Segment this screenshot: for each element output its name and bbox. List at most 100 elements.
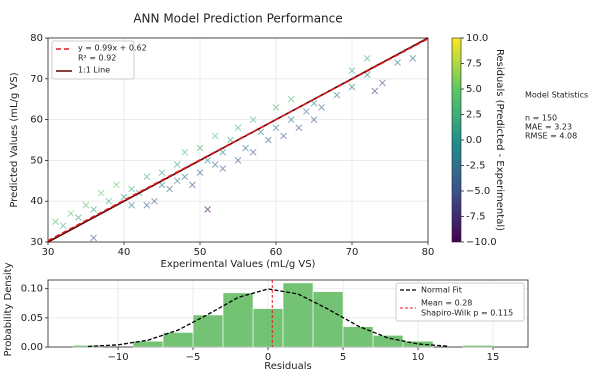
x-tick-label: −5 (186, 352, 201, 363)
scatter-point (394, 59, 401, 66)
scatter-point (52, 218, 59, 225)
plot-frame (47, 37, 429, 243)
scatter-point (333, 91, 341, 99)
x-axis-label: Residuals (264, 361, 311, 369)
colorbar-tick-label: −5.0 (466, 186, 490, 197)
scatter-point (196, 144, 204, 152)
histogram-bar (402, 340, 434, 348)
scatter-point (181, 148, 189, 156)
colorbar-tick-label: 2.5 (466, 110, 482, 121)
y-tick-label: 0.00 (21, 342, 43, 353)
x-tick-label: 0 (265, 352, 271, 363)
colorbar-tick-label: -2.5 (466, 161, 486, 172)
scatter-point (173, 161, 181, 168)
histogram-bar (372, 335, 404, 348)
scatter-point (379, 79, 386, 87)
scatter-point (348, 83, 356, 91)
x-tick-label: 15 (487, 352, 500, 363)
colorbar-tick-label: -7.5 (466, 212, 486, 223)
scatter-point (143, 173, 151, 181)
y-axis-label: Predicted Values (mL/g VS) (9, 72, 20, 207)
scatter-point (287, 116, 295, 123)
scatter-point (105, 197, 113, 205)
y-tick-label: 60 (30, 115, 43, 126)
x-axis-label: Experimental Values (mL/g VS) (161, 259, 316, 270)
scatter-point (204, 206, 211, 213)
stats-line: MAE = 3.23 (525, 123, 572, 132)
scatter-point (280, 132, 287, 140)
histogram-bar (222, 292, 254, 348)
scatter-point (371, 87, 379, 95)
legend-label: y = 0.99x + 0.62 (78, 44, 147, 53)
reference-line (47, 37, 429, 243)
stats-line: n = 150 (525, 114, 557, 123)
scatter-point (272, 104, 280, 111)
x-tick-label: 5 (340, 352, 346, 363)
legend-note: Shapiro-Wilk p = 0.115 (421, 309, 513, 318)
scatter-point (249, 148, 257, 156)
scatter-point (151, 197, 158, 205)
scatter-point (211, 161, 219, 168)
colorbar-tick-label: 0.0 (466, 135, 482, 146)
y-tick-label: 0.10 (21, 284, 43, 295)
scatter-point (113, 181, 120, 189)
y-tick-label: 50 (30, 155, 43, 166)
legend-label: Normal Fit (421, 286, 462, 295)
scatter-point (173, 177, 181, 185)
x-tick-label: −10 (107, 352, 128, 363)
scatter-point (249, 116, 257, 123)
scatter-point (295, 124, 303, 132)
scatter-point (128, 185, 135, 193)
scatter-point (257, 128, 265, 136)
legend-box (51, 40, 135, 80)
scatter-point (143, 201, 151, 209)
colorbar-tick-label: −10.0 (466, 237, 497, 248)
scatter-point (211, 132, 219, 140)
legend-label: Mean = 0.28 (421, 299, 472, 308)
scatter-point (59, 222, 67, 230)
scatter-point (166, 185, 173, 193)
x-tick-label: 30 (42, 247, 55, 258)
scatter-point (310, 116, 318, 123)
histogram-bar (282, 282, 314, 348)
scatter-point (158, 169, 166, 176)
scatter-point (90, 206, 97, 213)
y-tick-label: 80 (30, 33, 43, 44)
scatter-point (128, 201, 135, 209)
colorbar-label: Residuals (Predicted - Experimental) (494, 49, 505, 231)
x-tick-label: 10 (412, 352, 425, 363)
scatter-point (75, 214, 82, 221)
fit-curve (88, 288, 449, 348)
scatter-point (234, 124, 242, 132)
scatter-point (318, 104, 325, 111)
scatter-point (90, 234, 97, 242)
stats-title: Model Statistics: (525, 91, 589, 100)
histogram-bar (162, 332, 194, 348)
colorbar-tick-label: 5.0 (466, 84, 482, 95)
x-tick-label: 60 (270, 247, 283, 258)
scatter-point (82, 201, 90, 209)
scatter-point (265, 136, 272, 144)
scatter-point (204, 157, 211, 164)
histogram-bar (312, 291, 344, 348)
colorbar-tick-label: 10.0 (466, 33, 488, 44)
scatter-point (219, 148, 227, 156)
scatter-point (189, 181, 196, 189)
scatter-point (363, 55, 371, 62)
legend-note: R² = 0.92 (78, 54, 116, 63)
scatter-point (219, 165, 227, 172)
colorbar (451, 37, 462, 243)
x-tick-label: 70 (346, 247, 359, 258)
y-tick-label: 0.05 (21, 313, 43, 324)
scatter-point (158, 181, 166, 189)
x-tick-label: 50 (194, 247, 207, 258)
scatter-point (97, 189, 105, 197)
scatter-point (287, 95, 295, 103)
legend-box (395, 282, 525, 322)
y-axis-label: Probability Density (3, 262, 14, 356)
histogram-bar (462, 344, 494, 348)
x-tick-label: 40 (118, 247, 131, 258)
y-tick-label: 70 (30, 74, 43, 85)
legend-label: 1:1 Line (78, 66, 110, 75)
